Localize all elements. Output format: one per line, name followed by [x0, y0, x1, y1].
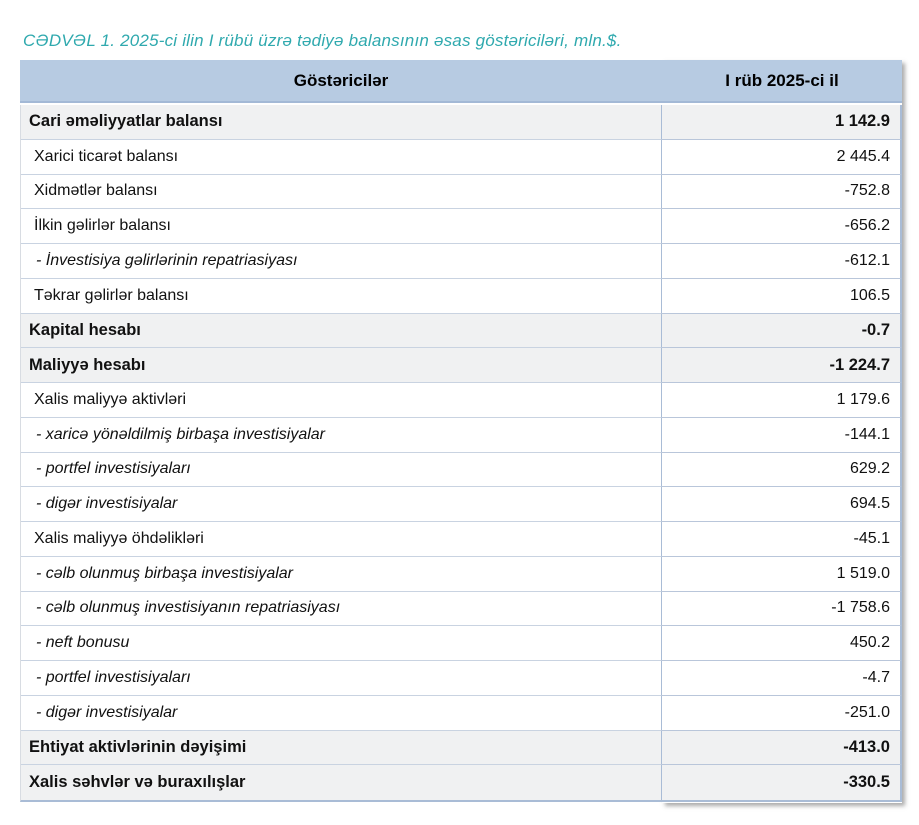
row-value: -413.0 — [662, 730, 902, 766]
table-row: İlkin gəlirlər balansı -656.2 — [21, 209, 902, 244]
row-label: Xarici ticarət balansı — [21, 139, 662, 175]
table-row: - İnvestisiya gəlirlərinin repatriasiyas… — [21, 244, 902, 279]
table-header-row: Göstəricilər I rüb 2025-ci il — [20, 60, 902, 103]
table-row: Cari əməliyyatlar balansı 1 142.9 — [21, 105, 902, 140]
table-row: - portfel investisiyaları -4.7 — [21, 661, 902, 696]
row-label: - İnvestisiya gəlirlərinin repatriasiyas… — [21, 244, 662, 279]
row-value: 629.2 — [662, 452, 902, 488]
row-value: -1 758.6 — [662, 591, 902, 627]
row-value: -612.1 — [662, 244, 902, 279]
table-row: Ehtiyat aktivlərinin dəyişimi -413.0 — [21, 730, 902, 766]
row-value: -144.1 — [662, 417, 902, 453]
table-row: Xidmətlər balansı -752.8 — [21, 174, 902, 210]
table-row: - cəlb olunmuş investisiyanın repatriasi… — [21, 591, 902, 627]
table-row: - xaricə yönəldilmiş birbaşa investisiya… — [21, 417, 902, 453]
row-value: 106.5 — [662, 278, 902, 314]
table-row: - portfel investisiyaları 629.2 — [21, 452, 902, 488]
row-label: Cari əməliyyatlar balansı — [21, 105, 662, 140]
row-label: - digər investisiyalar — [21, 695, 662, 731]
row-label: - neft bonusu — [21, 626, 662, 661]
row-value: -752.8 — [662, 174, 902, 210]
table-row: Kapital hesabı -0.7 — [21, 313, 902, 349]
row-label: Ehtiyat aktivlərinin dəyişimi — [21, 730, 662, 766]
row-label: Xalis maliyyə aktivləri — [21, 383, 662, 418]
row-label: - portfel investisiyaları — [21, 661, 662, 696]
row-label: - portfel investisiyaları — [21, 452, 662, 488]
row-label: - digər investisiyalar — [21, 487, 662, 522]
table-row: Xalis maliyyə öhdəlikləri -45.1 — [21, 522, 902, 557]
row-value: 450.2 — [662, 626, 902, 661]
row-value: -45.1 — [662, 522, 902, 557]
row-value: -1 224.7 — [662, 348, 902, 383]
row-value: -4.7 — [662, 661, 902, 696]
row-label: Maliyyə hesabı — [21, 348, 662, 383]
row-label: İlkin gəlirlər balansı — [21, 209, 662, 244]
row-value: 694.5 — [662, 487, 902, 522]
row-label: Təkrar gəlirlər balansı — [21, 278, 662, 314]
table-row: Xarici ticarət balansı 2 445.4 — [21, 139, 902, 175]
row-value: -656.2 — [662, 209, 902, 244]
row-label: Xalis səhvlər və buraxılışlar — [21, 765, 662, 800]
table-row: Təkrar gəlirlər balansı 106.5 — [21, 278, 902, 314]
table-title: CƏDVƏL 1. 2025-ci ilin I rübü üzrə tədiy… — [23, 31, 622, 50]
table-row: - digər investisiyalar 694.5 — [21, 487, 902, 522]
row-value: 1 519.0 — [662, 556, 902, 592]
balance-of-payments-table: Göstəricilər I rüb 2025-ci il Cari əməli… — [20, 60, 902, 802]
table-row: - neft bonusu 450.2 — [21, 626, 902, 661]
row-value: -0.7 — [662, 313, 902, 349]
row-value: 2 445.4 — [662, 139, 902, 175]
table-body: Cari əməliyyatlar balansı 1 142.9 Xarici… — [20, 105, 902, 802]
column-header-indicator: Göstəricilər — [293, 70, 389, 90]
row-label: Xalis maliyyə öhdəlikləri — [21, 522, 662, 557]
row-value: -330.5 — [662, 765, 902, 800]
row-value: 1 179.6 — [662, 383, 902, 418]
table-row: Maliyyə hesabı -1 224.7 — [21, 348, 902, 383]
row-label: Kapital hesabı — [21, 313, 662, 349]
table-row: - digər investisiyalar -251.0 — [21, 695, 902, 731]
table-row: - cəlb olunmuş birbaşa investisiyalar 1 … — [21, 556, 902, 592]
row-label: - cəlb olunmuş birbaşa investisiyalar — [21, 556, 662, 592]
column-header-period: I rüb 2025-ci il — [725, 70, 839, 90]
table-row: Xalis maliyyə aktivləri 1 179.6 — [21, 383, 902, 418]
row-label: - cəlb olunmuş investisiyanın repatriasi… — [21, 591, 662, 627]
row-label: - xaricə yönəldilmiş birbaşa investisiya… — [21, 417, 662, 453]
row-label: Xidmətlər balansı — [21, 174, 662, 210]
table-row: Xalis səhvlər və buraxılışlar -330.5 — [21, 765, 902, 800]
row-value: 1 142.9 — [662, 105, 902, 140]
row-value: -251.0 — [662, 695, 902, 731]
